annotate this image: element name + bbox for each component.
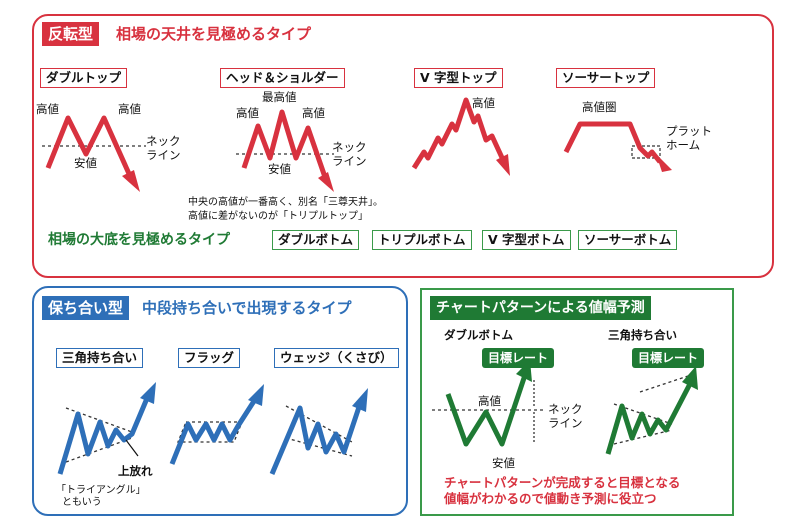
consolidation-tag: 保ち合い型 <box>42 296 130 320</box>
v-top-title: V 字型トップ <box>414 68 503 88</box>
hs-low: 安値 <box>268 162 291 176</box>
breakout-label: 上放れ <box>118 464 153 478</box>
target-double-bottom-chart <box>432 360 544 447</box>
saucer-top-chart <box>563 121 672 172</box>
saucer-high-zone: 高値圏 <box>582 100 617 114</box>
head-shoulders-title: ヘッド＆ショルダー <box>220 68 345 88</box>
target-db-low: 安値 <box>492 456 515 470</box>
target-db-neck: ネック <box>548 402 583 416</box>
saucer-platform-1: プラット <box>666 124 712 138</box>
target-triangle-title: 三角持ち合い <box>608 328 677 342</box>
hs-line: ライン <box>332 154 367 168</box>
triangle-note-1: 「トライアングル」 <box>56 485 146 496</box>
price-target-panel: チャートパターンによる値幅予測 ダブルボトム 目標レート 高値 ネック ライン … <box>420 288 734 516</box>
hs-high-2: 高値 <box>302 106 325 120</box>
conclusion-line-1: チャートパターンが完成すると目標となる <box>444 475 681 490</box>
hs-note-1: 中央の高値が一番高く、別名「三尊天井」。 <box>188 197 383 208</box>
reversal-tag: 反転型 <box>42 22 100 46</box>
target-rate-tag-2: 目標レート <box>632 348 705 368</box>
target-title: チャートパターンによる値幅予測 <box>430 296 651 320</box>
reversal-heading: 相場の天井を見極めるタイプ <box>116 25 312 43</box>
hs-note-2: 高値に差がないのが「トリプルトップ」 <box>188 211 368 222</box>
double-top-title: ダブルトップ <box>40 68 128 88</box>
saucer-platform-2: ホーム <box>666 138 701 152</box>
target-rate-tag-1: 目標レート <box>482 348 555 368</box>
saucer-top-title: ソーサートップ <box>556 68 656 88</box>
v-bottom-box: V 字型ボトム <box>482 230 571 250</box>
flag-chart <box>169 384 264 465</box>
target-db-high: 高値 <box>478 394 501 408</box>
triangle-note-2: ともいう <box>62 497 102 508</box>
double-top-chart <box>42 115 146 192</box>
double-top-low: 安値 <box>74 156 97 170</box>
target-triangle-chart <box>605 366 698 455</box>
hs-highest: 最高値 <box>262 90 297 104</box>
v-top-high: 高値 <box>472 96 495 110</box>
reversal-panel: 反転型 相場の天井を見極めるタイプ ダブルトップ 高値 高値 ネック ライン 安… <box>32 14 774 278</box>
hs-high-1: 高値 <box>236 106 259 120</box>
triangle-title: 三角持ち合い <box>56 348 144 368</box>
target-db-line: ライン <box>548 416 583 430</box>
double-top-line: ライン <box>146 148 181 162</box>
double-bottom-box: ダブルボトム <box>272 230 360 250</box>
wedge-title: ウェッジ（くさび） <box>274 348 399 368</box>
bottom-heading: 相場の大底を見極めるタイプ <box>48 232 230 248</box>
head-shoulders-chart <box>236 109 334 192</box>
wedge-chart <box>269 388 368 475</box>
v-top-chart <box>411 97 510 176</box>
double-top-high-2: 高値 <box>118 102 141 116</box>
consolidation-panel: 保ち合い型 中段持ち合いで出現するタイプ 三角持ち合い フラッグ ウェッジ（くさ… <box>32 286 408 516</box>
conclusion-line-2: 値幅がわかるので値動き予測に役立つ <box>444 491 657 506</box>
triangle-chart <box>57 382 156 475</box>
hs-neck: ネック <box>332 140 367 154</box>
flag-title: フラッグ <box>178 348 241 368</box>
saucer-bottom-box: ソーサーボトム <box>578 230 678 250</box>
double-top-high-1: 高値 <box>36 102 59 116</box>
triple-bottom-box: トリプルボトム <box>372 230 472 250</box>
double-top-neck: ネック <box>146 134 181 148</box>
target-double-bottom-title: ダブルボトム <box>444 328 513 342</box>
consolidation-heading: 中段持ち合いで出現するタイプ <box>142 299 352 317</box>
